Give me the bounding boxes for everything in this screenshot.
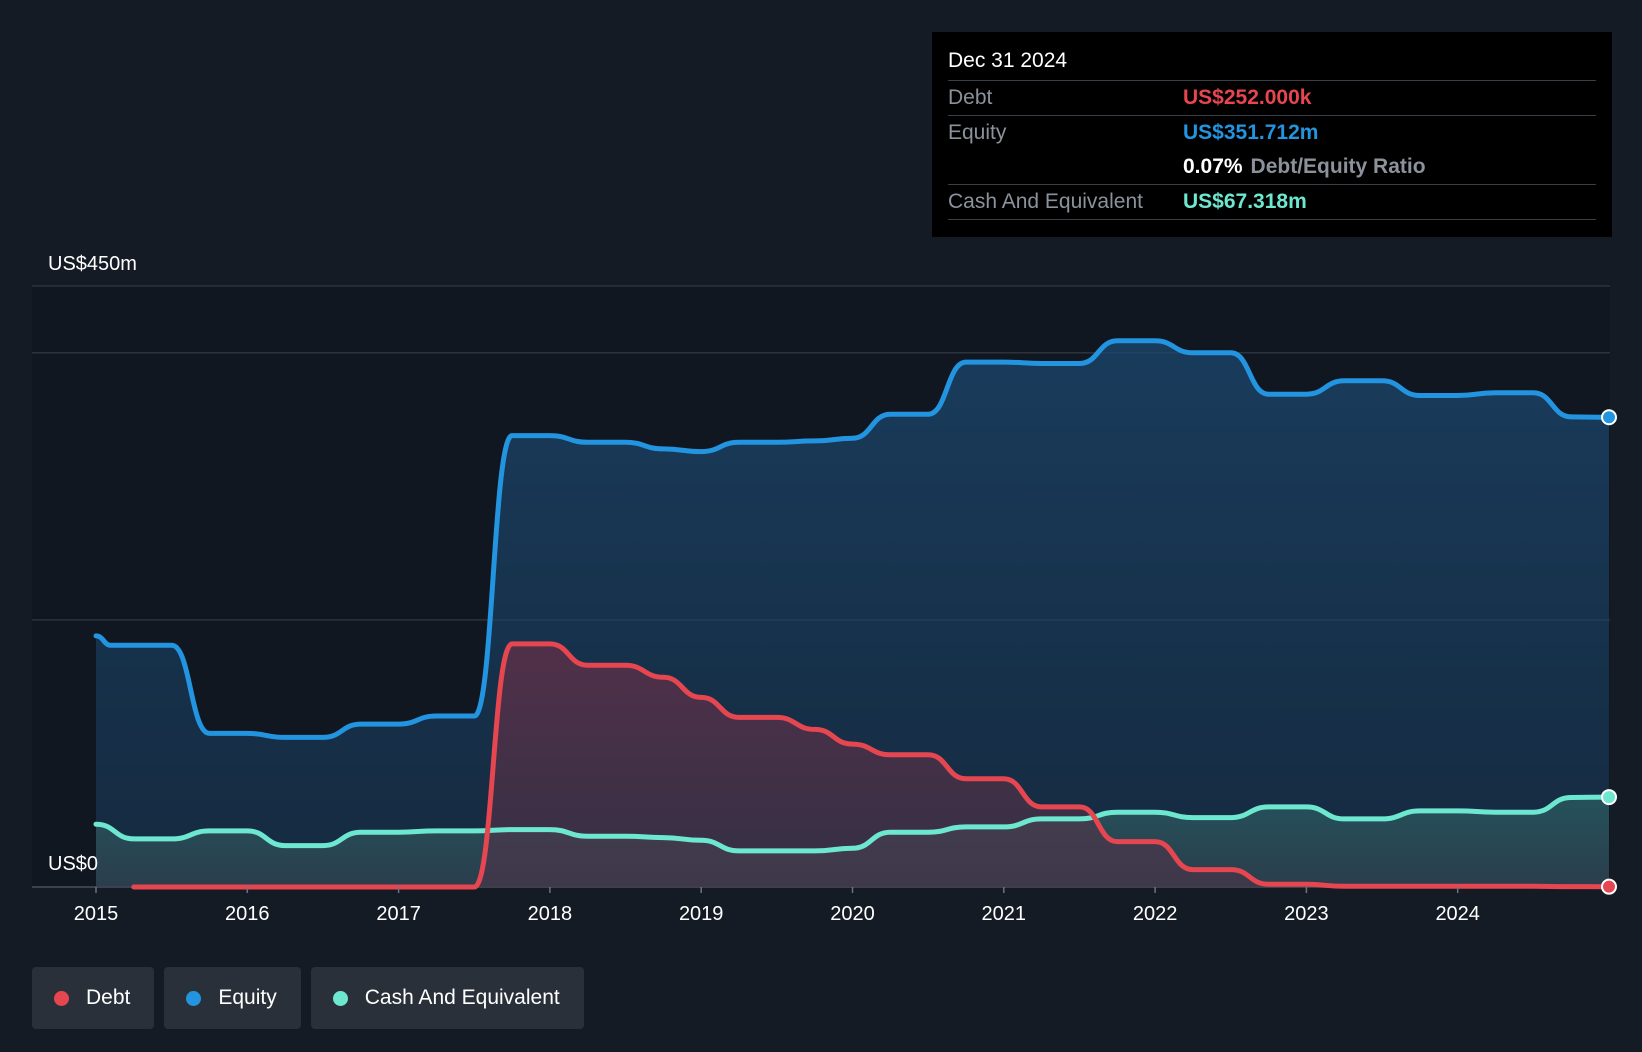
cash-and-equivalent-end-point (1601, 789, 1617, 806)
legend-dot-debt-icon (54, 990, 69, 1006)
equity-end-point (1601, 409, 1617, 426)
equity-line (93, 338, 1612, 740)
legend-item-debt[interactable]: Debt (32, 967, 155, 1029)
cash-and-equivalent-line (93, 794, 1612, 854)
tooltip-row-cash: Cash And Equivalent US$67.318m (948, 184, 1596, 220)
x-tick-label: 2015 (74, 903, 119, 925)
x-tick-label: 2018 (528, 903, 573, 925)
tooltip-row-debt: Debt US$252.000k (948, 80, 1596, 115)
equity-area (96, 340, 1609, 887)
tooltip-row-equity: Equity US$351.712m (948, 115, 1596, 150)
tooltip-debt-label: Debt (948, 86, 993, 109)
legend-label-cash: Cash And Equivalent (364, 986, 560, 1009)
x-tick-label: 2017 (376, 903, 421, 925)
tooltip-ratio-value: 0.07% (1183, 155, 1243, 178)
tooltip-cash-value: US$67.318m (1183, 190, 1307, 213)
y-axis-top-label: US$450m (48, 253, 137, 275)
x-tick-label: 2024 (1435, 903, 1480, 925)
legend-label-equity: Equity (218, 986, 277, 1009)
debt-end-point (1601, 878, 1617, 895)
legend-item-cash[interactable]: Cash And Equivalent (310, 967, 584, 1029)
tooltip-equity-value: US$351.712m (1183, 121, 1319, 144)
legend-dot-cash-icon (332, 990, 348, 1006)
legend: Debt Equity Cash And Equivalent (32, 967, 584, 1029)
x-tick-label: 2022 (1133, 903, 1178, 925)
tooltip-cash-label: Cash And Equivalent (948, 190, 1143, 213)
tooltip-panel: Dec 31 2024 Debt US$252.000k Equity US$3… (932, 32, 1612, 237)
x-tick-label: 2016 (225, 903, 270, 925)
tooltip-equity-label: Equity (948, 121, 1007, 144)
x-tick-label: 2023 (1284, 903, 1329, 925)
x-tick-label: 2021 (982, 903, 1027, 925)
debt-line (131, 641, 1612, 890)
x-axis: 2015 2016 2017 2018 2019 2020 2021 2022 2023 2024 (74, 887, 1480, 925)
tooltip-date: Dec 31 2024 (948, 49, 1068, 72)
legend-item-equity[interactable]: Equity (164, 967, 301, 1029)
legend-dot-equity-icon (186, 990, 202, 1006)
legend-label-debt: Debt (86, 986, 131, 1009)
x-tick-label: 2020 (830, 903, 875, 925)
debt-area (133, 643, 1609, 887)
tooltip-row-ratio: 0.07% Debt/Equity Ratio (948, 150, 1596, 184)
series-lines (93, 338, 1617, 895)
tooltip-ratio-label: Debt/Equity Ratio (1250, 155, 1426, 178)
x-tick-label: 2019 (679, 903, 724, 925)
y-axis-bottom-label: US$0 (48, 853, 98, 875)
tooltip-debt-value: US$252.000k (1183, 86, 1312, 109)
